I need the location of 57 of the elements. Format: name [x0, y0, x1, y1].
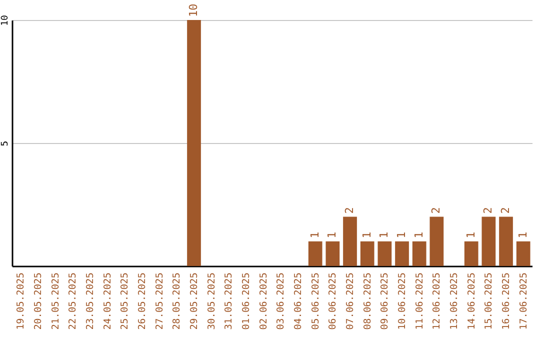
- data-label: 1: [464, 232, 478, 238]
- x-tick-label: 20.05.2025: [33, 272, 44, 330]
- x-tick-label: 31.05.2025: [224, 272, 235, 330]
- data-label: 2: [499, 207, 512, 214]
- x-tick-label: 04.06.2025: [293, 272, 304, 330]
- x-tick-label: 14.06.2025: [466, 272, 478, 330]
- bar: [482, 216, 496, 266]
- x-tick-label: 15.06.2025: [484, 272, 495, 330]
- bar: [412, 241, 426, 266]
- x-tick-label: 07.06.2025: [345, 272, 356, 330]
- x-tick-label: 19.05.2025: [16, 272, 27, 330]
- x-tick-label: 05.06.2025: [310, 272, 322, 330]
- y-tick-label: 5: [0, 140, 10, 146]
- bar: [464, 241, 478, 266]
- bar: [360, 241, 374, 266]
- x-tick-label: 21.05.2025: [50, 272, 62, 330]
- x-tick-label: 08.06.2025: [362, 272, 374, 330]
- bar: [395, 241, 409, 266]
- data-label: 1: [308, 232, 322, 238]
- x-tick-label: 28.05.2025: [172, 272, 183, 330]
- x-tick-label: 13.06.2025: [449, 272, 460, 330]
- data-label: 2: [430, 207, 443, 214]
- data-label: 1: [326, 232, 339, 238]
- bar: [326, 241, 340, 266]
- data-label: 2: [343, 207, 356, 214]
- x-tick-label: 16.06.2025: [501, 272, 512, 330]
- x-tick-label: 02.06.2025: [258, 272, 270, 330]
- bar: [430, 216, 444, 266]
- x-tick-label: 22.05.2025: [68, 272, 79, 330]
- data-label: 10: [187, 4, 200, 17]
- bar: [516, 241, 530, 266]
- x-tick-label: 27.05.2025: [154, 272, 166, 330]
- bar: [187, 20, 201, 266]
- x-tick-label: 03.06.2025: [276, 272, 287, 330]
- data-label: 2: [482, 207, 495, 214]
- x-tick-label: 09.06.2025: [380, 272, 391, 330]
- x-tick-label: 01.06.2025: [241, 272, 252, 330]
- x-tick-label: 11.06.2025: [414, 272, 426, 330]
- data-label: 1: [378, 232, 391, 238]
- data-label: 1: [360, 232, 374, 238]
- bar: [499, 216, 513, 266]
- x-tick-label: 23.05.2025: [85, 272, 96, 330]
- x-tick-label: 26.05.2025: [137, 272, 148, 330]
- x-tick-label: 24.05.2025: [102, 272, 114, 330]
- x-tick-label: 12.06.2025: [432, 272, 443, 330]
- bar: [343, 216, 357, 266]
- x-tick-label: 10.06.2025: [397, 272, 408, 330]
- data-label: 1: [516, 232, 530, 238]
- x-tick-label: 06.06.2025: [328, 272, 339, 330]
- x-tick-label: 29.05.2025: [189, 272, 200, 330]
- x-tick-label: 30.05.2025: [206, 272, 218, 330]
- x-tick-label: 17.06.2025: [518, 272, 530, 330]
- data-label: 1: [395, 232, 408, 238]
- x-tick-label: 25.05.2025: [120, 272, 131, 330]
- data-label: 1: [412, 232, 426, 238]
- bar: [378, 241, 392, 266]
- bar: [308, 241, 322, 266]
